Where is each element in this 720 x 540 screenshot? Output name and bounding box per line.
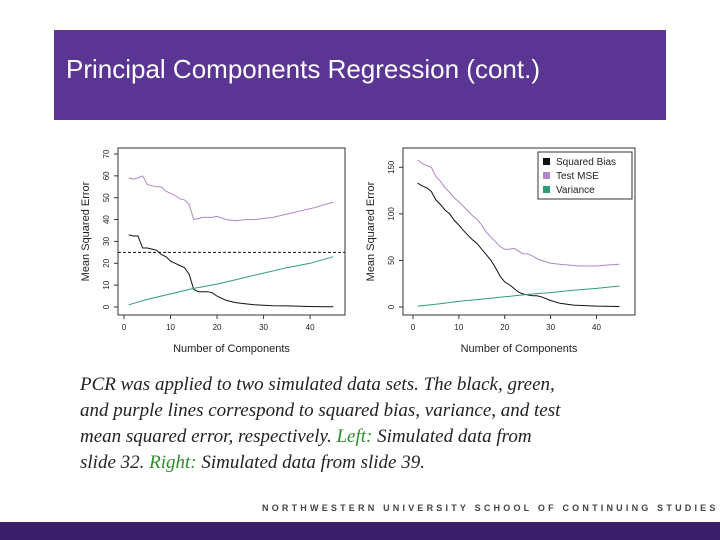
- caption-line-3: mean squared error, respectively. Left: …: [80, 424, 660, 450]
- series-line-bias: [417, 182, 620, 307]
- y-tick-label: 40: [102, 215, 111, 224]
- charts-area: 0 10 20 30 40 0 10 20 30 40 50 60 70 Number of Compon…: [80, 147, 636, 355]
- x-tick-label: 40: [306, 323, 315, 332]
- legend-swatch-mse: [543, 172, 550, 179]
- x-tick-label: 10: [166, 323, 175, 332]
- y-axis-label: Mean Squared Error: [365, 181, 377, 281]
- legend-swatch-bias: [543, 158, 550, 165]
- legend-label-bias: Squared Bias: [556, 157, 616, 168]
- x-tick-label: 20: [500, 323, 509, 332]
- y-tick-label: 150: [387, 160, 396, 174]
- chart-right: 0 10 20 30 40 0 50 100 150 Number of Components Me…: [365, 147, 636, 355]
- x-tick-label: 0: [122, 323, 127, 332]
- caption-right-label: Right:: [149, 452, 197, 473]
- series-line-mse: [417, 159, 620, 267]
- y-tick-label: 70: [102, 149, 111, 158]
- y-tick-label: 10: [102, 280, 111, 289]
- y-axis-label: Mean Squared Error: [80, 181, 92, 281]
- series-line-variance: [417, 285, 620, 307]
- legend-label-variance: Variance: [556, 185, 595, 196]
- x-axis-label: Number of Components: [173, 343, 290, 355]
- chart-left: 0 10 20 30 40 0 10 20 30 40 50 60 70 Number of Compon…: [80, 147, 346, 355]
- caption-text: Simulated data from: [372, 426, 532, 447]
- y-tick-label: 0: [102, 304, 111, 309]
- plot-frame: [402, 147, 636, 316]
- legend-label-mse: Test MSE: [556, 171, 599, 182]
- y-tick-label: 50: [102, 193, 111, 202]
- caption-left-label: Left:: [336, 426, 373, 447]
- series-line-mse: [128, 175, 334, 222]
- y-tick-label: 100: [387, 207, 396, 221]
- caption-line-1: PCR was applied to two simulated data se…: [80, 374, 555, 395]
- caption-line-4: slide 32. Right: Simulated data from sli…: [80, 450, 660, 476]
- x-tick-label: 20: [213, 323, 222, 332]
- x-tick-label: 30: [259, 323, 268, 332]
- plot-frame: [117, 147, 346, 316]
- y-tick-label: 30: [102, 236, 111, 245]
- y-tick-label: 20: [102, 258, 111, 267]
- legend: Squared Bias Test MSE Variance: [537, 151, 633, 200]
- x-tick-label: 10: [454, 323, 463, 332]
- caption-text: Simulated data from slide 39.: [196, 452, 425, 473]
- x-tick-label: 40: [592, 323, 601, 332]
- series-line-bias: [128, 234, 334, 308]
- caption-text: slide 32.: [80, 452, 150, 473]
- series-line-variance: [128, 256, 334, 306]
- y-tick-label: 60: [102, 171, 111, 180]
- legend-box: [537, 151, 633, 200]
- footer-text: NORTHWESTERN UNIVERSITY SCHOOL OF CONTIN…: [262, 503, 719, 513]
- x-tick-label: 30: [546, 323, 555, 332]
- y-tick-label: 50: [387, 255, 396, 264]
- x-tick-label: 0: [411, 323, 416, 332]
- caption-line-2: and purple lines correspond to squared b…: [80, 400, 561, 421]
- caption: PCR was applied to two simulated data se…: [80, 372, 660, 476]
- caption-text: mean squared error, respectively.: [80, 426, 337, 447]
- slide-title: Principal Components Regression (cont.): [66, 54, 540, 84]
- y-tick-label: 0: [387, 304, 396, 309]
- x-axis-label: Number of Components: [461, 343, 578, 355]
- legend-swatch-variance: [543, 186, 550, 193]
- footer-bar: [0, 522, 720, 540]
- title-bar: Principal Components Regression (cont.): [54, 30, 666, 120]
